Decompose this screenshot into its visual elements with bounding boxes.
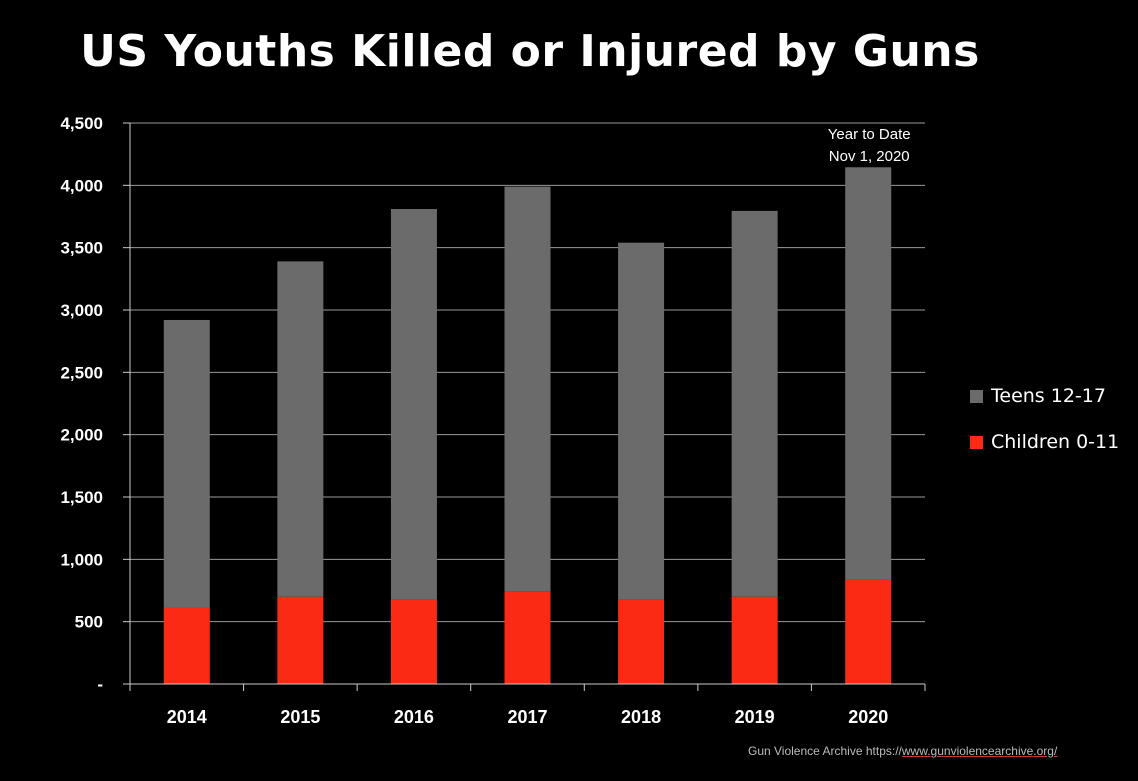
- x-tick-label: 2018: [621, 707, 661, 727]
- y-tick-label: 1,500: [60, 488, 103, 507]
- bar-teens-2014: [163, 319, 210, 608]
- x-tick-labels: 2014 2015 2016 2017 2018 2019 2020: [167, 707, 888, 727]
- bars: [163, 167, 892, 684]
- bar-children-2020: [845, 579, 892, 684]
- y-tick-label: 3,000: [60, 301, 103, 320]
- chart-title: US Youths Killed or Injured by Guns: [80, 26, 980, 77]
- y-tick-label: 3,500: [60, 239, 103, 258]
- bar-children-2018: [618, 599, 665, 684]
- y-tick-label: 2,500: [60, 363, 103, 382]
- legend: Teens 12-17 Children 0-11: [970, 383, 1119, 475]
- bar-children-2017: [504, 591, 551, 684]
- bar-teens-2019: [731, 210, 778, 597]
- y-tick-labels: - 500 1,000 1,500 2,000 2,500 3,000 3,500 4,000 4…: [60, 114, 103, 694]
- legend-item-teens: Teens 12-17: [970, 383, 1119, 409]
- legend-label-children: Children 0-11: [991, 431, 1120, 453]
- x-tick-label: 2019: [735, 707, 775, 727]
- bar-teens-2017: [504, 186, 551, 592]
- legend-label-teens: Teens 12-17: [991, 385, 1106, 407]
- annotation-line1: Year to Date: [828, 126, 911, 143]
- annotation: Year to Date Nov 1, 2020: [828, 126, 911, 165]
- y-tick-label: 2,000: [60, 426, 103, 445]
- legend-swatch-teens: [970, 389, 983, 403]
- bar-teens-2018: [618, 242, 665, 600]
- x-tick-label: 2014: [167, 707, 207, 727]
- bar-teens-2020: [845, 167, 892, 580]
- y-tick-label: 4,000: [60, 176, 103, 195]
- bar-children-2016: [390, 599, 437, 684]
- bar-teens-2015: [277, 261, 324, 597]
- legend-swatch-children: [970, 435, 983, 449]
- y-tick-label: 4,500: [60, 114, 103, 133]
- source-credit: Gun Violence Archive https://www.gunviol…: [748, 744, 1057, 758]
- source-label: Gun Violence Archive https://: [748, 744, 902, 758]
- x-tick-label: 2020: [848, 707, 888, 727]
- y-tick-label: 500: [75, 613, 103, 632]
- x-tick-label: 2015: [280, 707, 320, 727]
- bar-children-2014: [163, 607, 210, 684]
- bar-teens-2016: [390, 209, 437, 600]
- x-tick-label: 2016: [394, 707, 434, 727]
- annotation-line2: Nov 1, 2020: [829, 148, 910, 165]
- bar-children-2015: [277, 596, 324, 684]
- y-tick-label: -: [97, 675, 103, 694]
- source-link[interactable]: www.gunviolencearchive.org/: [901, 744, 1058, 758]
- bar-children-2019: [731, 596, 778, 684]
- x-tick-label: 2017: [507, 707, 547, 727]
- legend-item-children: Children 0-11: [970, 429, 1119, 455]
- y-tick-label: 1,000: [60, 550, 103, 569]
- axes: [123, 122, 926, 691]
